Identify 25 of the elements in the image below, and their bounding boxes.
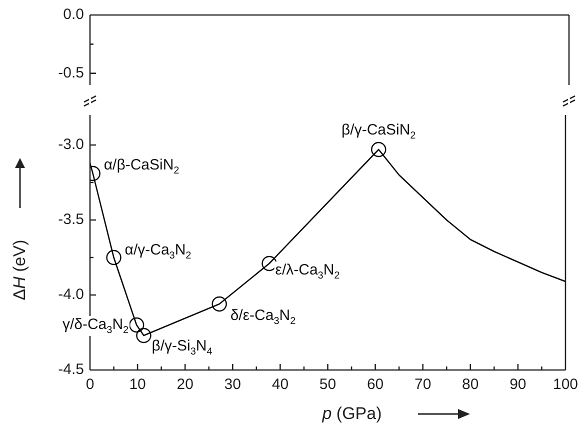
x-tick-label: 90 [510,376,526,394]
x-tick-label: 50 [319,376,336,394]
y-tick-label: -4.0 [58,286,84,304]
x-axis-title: p (GPa) [322,404,382,423]
y-tick-label: 0.0 [63,6,84,24]
x-tick-label: 30 [224,376,241,394]
point [136,328,152,344]
point [129,317,144,333]
x-tick-label: 10 [129,376,146,394]
point [212,296,227,312]
x-tick-label: 80 [462,376,479,394]
x-tick-label: 40 [272,376,289,394]
x-tick-label: 70 [414,376,432,394]
x-tick-label: 0 [86,376,94,394]
point [262,256,277,272]
y-axis-title: ΔH (eV) [10,240,29,300]
y-tick-label: -4.5 [58,361,84,378]
y-tick-label: -0.5 [58,64,84,82]
x-tick-label: 20 [176,376,194,394]
x-tick-label: 60 [366,376,384,394]
y-tick-label: -3.5 [58,211,84,228]
point [371,142,386,158]
point [106,250,122,266]
y-tick-label: -3.0 [58,136,84,154]
x-tick-label: 100 [552,376,578,394]
